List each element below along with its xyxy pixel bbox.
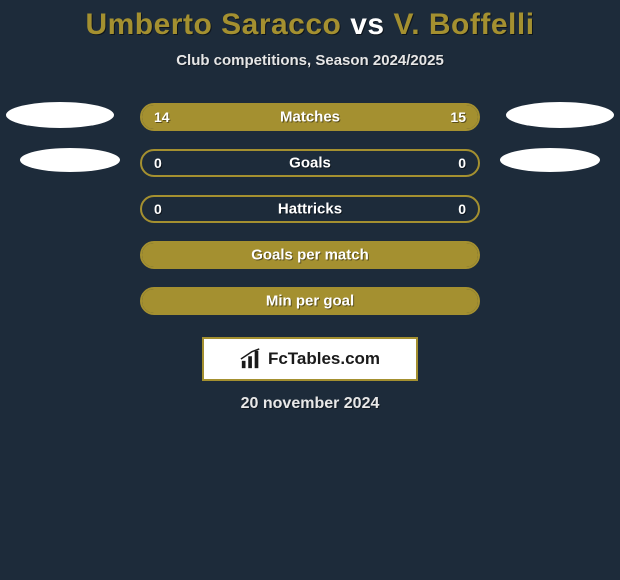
stat-row: 00Goals [0, 149, 620, 195]
stat-bar: 00Goals [140, 149, 480, 177]
logo-box[interactable]: FcTables.com [202, 337, 418, 381]
player1-name: Umberto Saracco [85, 8, 341, 41]
stat-label: Matches [142, 109, 478, 126]
player2-name: V. Boffelli [393, 8, 534, 41]
date-label: 20 november 2024 [0, 395, 620, 413]
comparison-widget: Umberto Saracco vs V. Boffelli Club comp… [0, 0, 620, 413]
stat-row: 00Hattricks [0, 195, 620, 241]
vs-word: vs [350, 8, 384, 41]
player2-badge [506, 102, 614, 128]
subtitle: Club competitions, Season 2024/2025 [0, 52, 620, 69]
player2-badge [500, 148, 600, 172]
stat-row: 1415Matches [0, 103, 620, 149]
logo-text: FcTables.com [268, 349, 380, 369]
stat-label: Goals per match [142, 247, 478, 264]
stat-row: Goals per match [0, 241, 620, 287]
player1-badge [6, 102, 114, 128]
stat-bar: 1415Matches [140, 103, 480, 131]
stat-row: Min per goal [0, 287, 620, 333]
stat-label: Goals [142, 155, 478, 172]
page-title: Umberto Saracco vs V. Boffelli [0, 8, 620, 42]
stat-label: Min per goal [142, 293, 478, 310]
stat-label: Hattricks [142, 201, 478, 218]
bar-chart-icon [240, 348, 262, 370]
stat-bar: 00Hattricks [140, 195, 480, 223]
player1-badge [20, 148, 120, 172]
stat-bar: Min per goal [140, 287, 480, 315]
stat-bar: Goals per match [140, 241, 480, 269]
stats-list: 1415Matches 00Goals 00Hattricks Goals per m… [0, 103, 620, 333]
